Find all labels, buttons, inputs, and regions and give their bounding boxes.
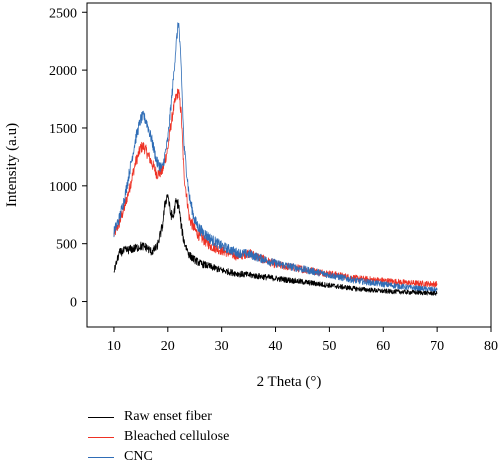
x-axis-title: 2 Theta (°) — [257, 374, 322, 390]
y-tick-label: 2500 — [49, 6, 77, 21]
legend-item-bleached-cellulose: Bleached cellulose — [88, 427, 388, 447]
y-ticks: 0 500 1000 1500 2000 2500 — [49, 6, 87, 311]
y-tick-label: 0 — [70, 296, 77, 311]
series-line-bleached-cellulose — [113, 88, 438, 288]
x-tick-label: 40 — [269, 339, 283, 354]
y-tick-label: 1000 — [49, 180, 77, 195]
legend-item-cnc: CNC — [88, 447, 388, 467]
x-tick-label: 60 — [376, 339, 390, 354]
x-tick-label: 80 — [484, 339, 498, 354]
legend: Raw enset fiber Bleached cellulose CNC — [88, 407, 388, 467]
series-line-cnc — [113, 22, 438, 293]
legend-swatch — [88, 456, 114, 458]
series-line-raw-enset-fiber — [113, 194, 438, 296]
y-tick-label: 500 — [56, 238, 77, 253]
legend-label: Bleached cellulose — [124, 429, 230, 444]
y-tick-label: 2000 — [49, 64, 77, 79]
x-tick-label: 10 — [107, 339, 121, 354]
plot-frame — [86, 2, 492, 328]
x-tick-label: 70 — [430, 339, 444, 354]
x-tick-label: 20 — [161, 339, 175, 354]
y-tick-label: 1500 — [49, 122, 77, 137]
legend-label: CNC — [124, 449, 153, 464]
y-axis-title: Intensity (a.u) — [4, 123, 20, 207]
legend-swatch — [88, 416, 114, 418]
x-tick-label: 50 — [322, 339, 336, 354]
x-ticks: 10 20 30 40 50 60 70 80 — [107, 327, 498, 354]
x-tick-label: 30 — [215, 339, 229, 354]
legend-swatch — [88, 436, 114, 438]
legend-item-raw-enset-fiber: Raw enset fiber — [88, 407, 388, 427]
series-layer — [113, 22, 438, 296]
legend-label: Raw enset fiber — [124, 409, 212, 424]
